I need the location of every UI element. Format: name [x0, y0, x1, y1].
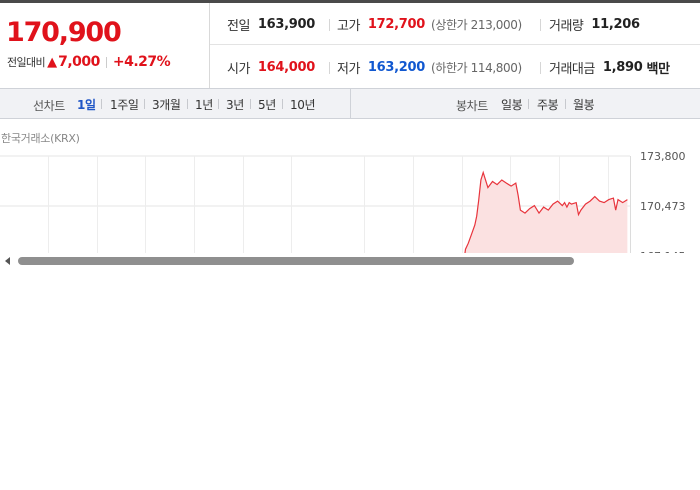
- tab-10year[interactable]: 10년: [290, 98, 316, 112]
- tab-daily-candle[interactable]: 일봉: [501, 98, 523, 112]
- divider: [565, 99, 566, 109]
- divider: [250, 99, 251, 109]
- tab-1day[interactable]: 1일: [77, 98, 96, 112]
- trade-amount-label: 거래대금: [549, 62, 595, 77]
- low-label: 저가: [337, 62, 360, 77]
- scroll-left-arrow-icon[interactable]: [5, 257, 10, 265]
- line-chart-label: 선차트: [33, 99, 65, 113]
- y-tick-label: 170,473: [640, 200, 686, 213]
- current-price: 170,900: [6, 17, 122, 48]
- open-label: 시가: [227, 62, 250, 77]
- volume-value: 11,206: [591, 17, 640, 32]
- open-value: 164,000: [257, 60, 316, 75]
- price-line: [453, 170, 628, 265]
- divider: [218, 99, 219, 109]
- divider: [101, 99, 102, 109]
- tab-1year[interactable]: 1년: [195, 98, 213, 112]
- tab-monthly-candle[interactable]: 월봉: [573, 98, 595, 112]
- up-triangle-icon: ▲: [47, 54, 58, 70]
- low-value: 163,200: [367, 60, 426, 75]
- high-label: 고가: [337, 19, 360, 34]
- prev-close-value: 163,900: [257, 17, 316, 32]
- tab-weekly-candle[interactable]: 주봉: [537, 98, 559, 112]
- volume-label: 거래량: [549, 19, 584, 34]
- upper-limit: (상한가 213,000): [431, 18, 522, 32]
- trade-amount: 거래대금 1,890 백만: [549, 58, 670, 77]
- scroll-thumb[interactable]: [18, 257, 574, 265]
- data-source-label: 한국거래소(KRX): [1, 132, 80, 145]
- prev-close: 전일 163,900: [227, 15, 315, 34]
- quote-summary: 전일 163,900 고가 172,700 (상한가 213,000) 거래량 …: [210, 3, 700, 88]
- tab-3month[interactable]: 3개월: [152, 98, 181, 112]
- low-price: 저가 163,200 (하한가 114,800): [337, 58, 522, 77]
- divider: [540, 19, 541, 31]
- lower-limit: (하한가 114,800): [431, 61, 522, 75]
- row-divider: [210, 44, 700, 45]
- change-label: 전일대비: [7, 56, 46, 69]
- tab-group-divider: [350, 89, 351, 118]
- open-price: 시가 164,000: [227, 58, 315, 77]
- divider: [187, 99, 188, 109]
- high-price: 고가 172,700 (상한가 213,000): [337, 15, 522, 34]
- candle-chart-label: 봉차트: [456, 99, 488, 113]
- change-row: 전일대비 ▲ 7,000 +4.27%: [7, 54, 171, 70]
- tab-3year[interactable]: 3년: [226, 98, 244, 112]
- divider: [540, 62, 541, 74]
- divider: [329, 19, 330, 31]
- chart-period-tabs: 선차트 1일 1주일 3개월 1년 3년 5년 10년 봉차트 일봉 주봉 월봉: [0, 88, 700, 119]
- chart-scrollbar[interactable]: [0, 253, 700, 268]
- divider: [144, 99, 145, 109]
- trade-amount-value: 1,890: [602, 60, 643, 75]
- divider: [105, 56, 107, 68]
- divider: [329, 62, 330, 74]
- change-amount: 7,000: [58, 54, 100, 70]
- price-area: [446, 172, 628, 265]
- tab-1week[interactable]: 1주일: [110, 98, 139, 112]
- trade-amount-unit: 백만: [646, 62, 670, 77]
- top-rule: [0, 0, 700, 3]
- price-panel: 170,900 전일대비 ▲ 7,000 +4.27%: [0, 3, 210, 88]
- divider: [528, 99, 529, 109]
- tab-5year[interactable]: 5년: [258, 98, 276, 112]
- change-rate: +4.27%: [112, 54, 171, 70]
- high-value: 172,700: [367, 17, 426, 32]
- divider: [282, 99, 283, 109]
- prev-close-label: 전일: [227, 19, 250, 34]
- y-tick-label: 173,800: [640, 150, 686, 163]
- volume: 거래량 11,206: [549, 15, 640, 34]
